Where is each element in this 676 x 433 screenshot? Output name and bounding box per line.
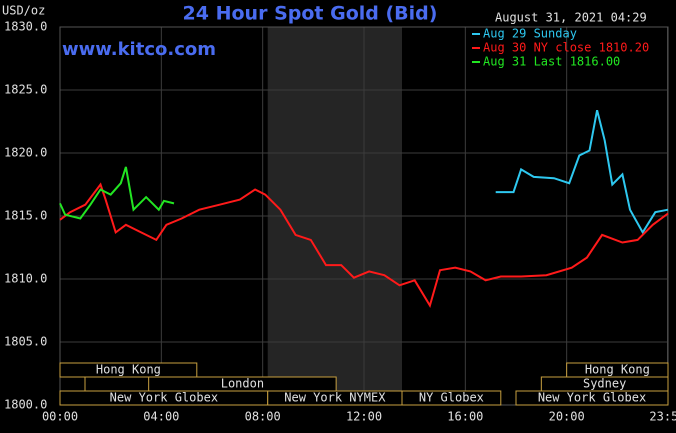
session-box (515, 390, 669, 406)
session-label: New York NYMEX (284, 391, 386, 405)
timestamp: August 31, 2021 04:29 (495, 11, 647, 25)
y-tick-label: 1805.0 (4, 335, 47, 349)
session-label: New York Globex (110, 391, 218, 405)
session-label: Sydney (583, 377, 626, 391)
legend-label: Aug 30 NY close 1810.20 (483, 41, 649, 55)
session-box (59, 362, 198, 378)
price-line (59, 166, 175, 220)
session-label: London (221, 377, 264, 391)
y-tick-label: 1810.0 (4, 272, 47, 286)
y-tick-label: 1820.0 (4, 146, 47, 160)
y-tick-label: 1815.0 (4, 209, 47, 223)
x-tick-label: 04:00 (143, 410, 179, 424)
legend-label: Aug 29 Sunday (483, 27, 577, 41)
session-label: NY Globex (419, 391, 484, 405)
y-axis-label: USD/oz (2, 4, 45, 18)
x-tick-label: 08:00 (245, 410, 281, 424)
x-tick-label: 12:00 (346, 410, 382, 424)
price-line (495, 109, 669, 235)
session-box (401, 390, 502, 406)
y-tick-label: 1825.0 (4, 83, 47, 97)
x-tick-label: 23:59 (649, 410, 676, 424)
watermark: www.kitco.com (62, 39, 216, 60)
legend-label: Aug 31 Last 1816.00 (483, 55, 620, 69)
session-label: Hong Kong (585, 363, 650, 377)
y-tick-label: 1830.0 (4, 20, 47, 34)
y-tick-label: 1800.0 (4, 398, 47, 412)
price-line (59, 182, 669, 308)
chart-title: 24 Hour Spot Gold (Bid) (183, 3, 438, 25)
session-label: New York Globex (538, 391, 646, 405)
x-tick-label: 16:00 (447, 410, 483, 424)
x-tick-label: 00:00 (42, 410, 78, 424)
session-label: Hong Kong (96, 363, 161, 377)
x-tick-label: 20:00 (549, 410, 585, 424)
